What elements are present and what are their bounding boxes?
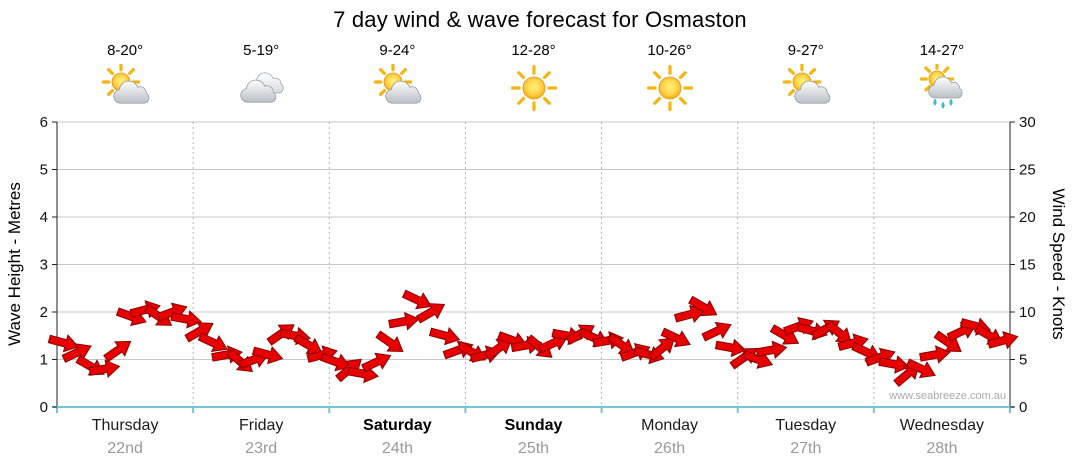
wind-arrow bbox=[987, 331, 1019, 350]
wind-arrow bbox=[170, 310, 203, 329]
day-name: Thursday bbox=[91, 417, 159, 434]
left-tick-label: 4 bbox=[40, 209, 48, 226]
right-tick-label: 25 bbox=[1019, 162, 1036, 179]
left-tick-label: 0 bbox=[40, 399, 48, 416]
partly-cloudy-icon bbox=[98, 62, 152, 114]
day-temperature: 10-26° bbox=[647, 42, 692, 59]
wind-arrow bbox=[755, 340, 788, 360]
wind-arrow bbox=[251, 346, 284, 365]
wind-arrow bbox=[88, 359, 121, 379]
wind-arrow bbox=[415, 303, 446, 324]
day-date: 22nd bbox=[107, 440, 143, 457]
day-temperature: 8-20° bbox=[107, 42, 144, 59]
sunny-icon bbox=[643, 64, 697, 114]
day-name: Monday bbox=[641, 417, 699, 434]
partly-cloudy-icon bbox=[370, 62, 424, 114]
day-date: 26th bbox=[654, 440, 686, 457]
day-name: Saturday bbox=[363, 417, 432, 434]
page-title: 7 day wind & wave forecast for Osmaston bbox=[333, 7, 747, 32]
wind-arrow bbox=[538, 333, 569, 354]
left-axis-label: Wave Height - Metres bbox=[5, 182, 24, 346]
wind-arrow bbox=[197, 332, 228, 353]
day-date: 25th bbox=[517, 440, 550, 457]
wind-arrow bbox=[320, 352, 352, 372]
wind-arrow bbox=[648, 337, 676, 361]
right-tick-label: 0 bbox=[1019, 399, 1027, 416]
wind-arrow bbox=[701, 321, 732, 342]
right-tick-label: 20 bbox=[1019, 209, 1036, 226]
day-date: 27th bbox=[790, 440, 822, 457]
left-tick-label: 6 bbox=[40, 114, 48, 131]
watermark: www.seabreeze.com.au bbox=[889, 390, 1006, 402]
wind-arrow bbox=[878, 355, 910, 374]
wind-arrow bbox=[688, 295, 718, 317]
left-tick-label: 1 bbox=[40, 352, 48, 369]
wind-arrow bbox=[103, 340, 132, 363]
right-tick-label: 15 bbox=[1019, 257, 1036, 274]
day-name: Sunday bbox=[504, 417, 563, 434]
day-name: Tuesday bbox=[775, 417, 837, 434]
wind-arrow bbox=[428, 327, 461, 346]
day-temperature: 5-19° bbox=[243, 42, 280, 59]
day-temperature: 9-27° bbox=[787, 42, 824, 59]
right-axis-label: Wind Speed - Knots bbox=[1049, 188, 1068, 340]
wind-arrow bbox=[919, 345, 951, 364]
wind-arrow bbox=[375, 330, 404, 353]
right-tick-label: 30 bbox=[1019, 114, 1036, 131]
wind-arrow bbox=[714, 338, 747, 358]
wind-arrow bbox=[673, 304, 706, 324]
right-tick-label: 5 bbox=[1019, 352, 1027, 369]
day-date: 23rd bbox=[245, 440, 278, 457]
day-date: 24th bbox=[381, 440, 413, 457]
rain-icon bbox=[915, 61, 969, 114]
wind-arrow bbox=[388, 311, 420, 331]
right-tick-label: 10 bbox=[1019, 304, 1036, 321]
wind-arrow bbox=[361, 352, 392, 373]
wind-arrow bbox=[401, 289, 433, 310]
left-tick-label: 2 bbox=[40, 304, 48, 321]
left-tick-label: 5 bbox=[40, 162, 48, 179]
wind-arrow bbox=[484, 338, 513, 361]
partly-cloudy-icon bbox=[779, 62, 833, 114]
wind-arrow bbox=[660, 327, 691, 348]
wind-arrow bbox=[905, 358, 936, 379]
day-name: Wednesday bbox=[899, 417, 984, 434]
left-tick-label: 3 bbox=[40, 257, 48, 274]
day-temperature: 12-28° bbox=[511, 42, 556, 59]
wind-arrow bbox=[933, 330, 962, 353]
day-temperature: 14-27° bbox=[919, 42, 965, 59]
cloudy-icon bbox=[234, 64, 288, 114]
day-name: Friday bbox=[238, 417, 284, 434]
day-temperature: 9-24° bbox=[379, 42, 416, 59]
day-date: 28th bbox=[926, 440, 958, 457]
sunny-icon bbox=[507, 64, 561, 114]
wind-arrows bbox=[47, 289, 1019, 388]
wind-arrow bbox=[47, 334, 80, 353]
